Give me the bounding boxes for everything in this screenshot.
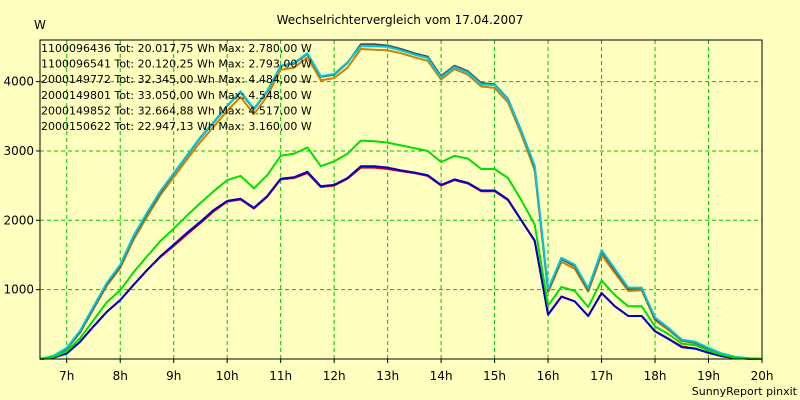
x-tick-label: 19h [697,369,720,383]
x-tick-label: 14h [430,369,453,383]
x-tick-label: 8h [113,369,128,383]
legend-entry-2000149852: 2000149852 Tot: 32.664,88 Wh Max: 4.517,… [41,104,312,117]
x-tick-label: 9h [166,369,181,383]
y-axis-unit-label: W [34,18,46,32]
x-tick-label: 10h [216,369,239,383]
y-tick-label: 2000 [3,213,34,227]
x-tick-label: 7h [59,369,74,383]
x-tick-label: 13h [376,369,399,383]
legend-entry-1100096436: 1100096436 Tot: 20.017,75 Wh Max: 2.780,… [41,42,312,55]
grid-lines [40,40,763,359]
x-tick-label: 15h [483,369,506,383]
x-tick-label: 18h [644,369,667,383]
x-tick-label: 16h [537,369,560,383]
plot-frame [39,39,763,360]
series-line-2000149852 [39,45,763,360]
y-tick-label: 1000 [3,283,34,297]
legend-entry-1100096541: 1100096541 Tot: 20.120,25 Wh Max: 2.793,… [41,58,312,71]
legend-entry-2000150622: 2000150622 Tot: 22.947,13 Wh Max: 3.160,… [41,120,312,133]
axis-tick-labels: 7h 8h 9h 10h 11h 12h 13h 14h 15h 16h 17h 18h 19h 20h 1… [3,75,773,383]
series-lines [39,43,763,360]
x-tick-label: 20h [751,369,774,383]
series-line-2000150622 [39,139,763,360]
legend-entry-2000149801: 2000149801 Tot: 33.050,00 Wh Max: 4.548,… [41,89,312,102]
legend-entry-2000149772: 2000149772 Tot: 32.345,00 Wh Max: 4.484,… [41,73,312,86]
y-tick-label: 4000 [3,75,34,89]
x-tick-label: 12h [323,369,346,383]
chart-title: Wechselrichtervergleich vom 17.04.2007 [277,13,524,27]
x-tick-label: 17h [590,369,613,383]
legend: 1100096436 Tot: 20.017,75 Wh Max: 2.780,… [41,42,312,133]
x-tick-label: 11h [269,369,292,383]
credit-text: SunnyReport pinxit [692,385,798,398]
y-tick-label: 3000 [3,144,34,158]
series-line-1100096541 [39,165,763,360]
